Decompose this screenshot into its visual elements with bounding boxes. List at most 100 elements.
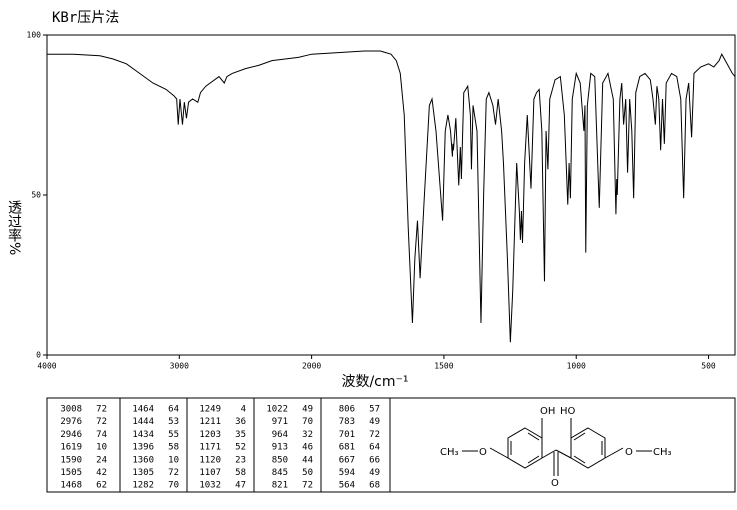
peak-transmittance: 32 xyxy=(302,430,313,440)
bond xyxy=(489,447,509,459)
atom-label: OH xyxy=(540,406,555,417)
spectrum-line xyxy=(47,50,736,343)
peak-transmittance: 50 xyxy=(302,468,313,478)
peak-transmittance: 44 xyxy=(302,455,313,465)
peak-wavenumber: 564 xyxy=(339,481,355,491)
peak-transmittance: 4 xyxy=(241,405,246,415)
peak-wavenumber: 1022 xyxy=(266,405,288,415)
peak-wavenumber: 1107 xyxy=(199,468,221,478)
peak-wavenumber: 964 xyxy=(272,430,288,440)
peak-wavenumber: 1249 xyxy=(199,405,221,415)
peak-wavenumber: 1032 xyxy=(199,481,221,491)
peak-wavenumber: 667 xyxy=(339,455,355,465)
peak-wavenumber: 821 xyxy=(272,481,288,491)
y-tick-label: 50 xyxy=(31,191,41,200)
x-tick-label: 3000 xyxy=(170,362,189,371)
peak-wavenumber: 1464 xyxy=(132,405,154,415)
peak-transmittance: 24 xyxy=(96,455,107,465)
peak-transmittance: 72 xyxy=(369,430,380,440)
y-axis-label: 透过率% xyxy=(6,200,22,255)
peak-wavenumber: 1203 xyxy=(199,430,221,440)
peak-wavenumber: 701 xyxy=(339,430,355,440)
peak-wavenumber: 2946 xyxy=(60,430,82,440)
peak-wavenumber: 1444 xyxy=(132,417,154,427)
atom-label: O xyxy=(479,447,487,458)
table-frame xyxy=(46,397,736,493)
peak-transmittance: 57 xyxy=(369,405,380,415)
peak-transmittance: 66 xyxy=(369,455,380,465)
atom-label: CH₃ xyxy=(653,447,672,458)
peak-transmittance: 42 xyxy=(96,468,107,478)
peak-wavenumber: 1468 xyxy=(60,481,82,491)
x-tick-label: 4000 xyxy=(37,362,56,371)
bond xyxy=(573,455,586,464)
peak-transmittance: 58 xyxy=(168,443,179,453)
peak-transmittance: 46 xyxy=(302,443,313,453)
peak-transmittance: 10 xyxy=(168,455,179,465)
plot-frame xyxy=(46,34,736,356)
peak-transmittance: 47 xyxy=(235,481,246,491)
peak-wavenumber: 913 xyxy=(272,443,288,453)
peak-wavenumber: 1590 xyxy=(60,455,82,465)
peak-wavenumber: 1120 xyxy=(199,455,221,465)
bond xyxy=(527,432,540,441)
peak-transmittance: 74 xyxy=(96,430,107,440)
ring xyxy=(507,427,543,469)
peak-wavenumber: 806 xyxy=(339,405,355,415)
peak-transmittance: 62 xyxy=(96,481,107,491)
peak-transmittance: 58 xyxy=(235,468,246,478)
y-tick-label: 0 xyxy=(36,351,41,360)
peak-wavenumber: 783 xyxy=(339,417,355,427)
peak-transmittance: 55 xyxy=(168,430,179,440)
peak-transmittance: 64 xyxy=(369,443,380,453)
peak-transmittance: 53 xyxy=(168,417,179,427)
peak-wavenumber: 850 xyxy=(272,455,288,465)
atom-label: CH₃ xyxy=(440,447,459,458)
ring xyxy=(570,427,606,469)
peak-transmittance: 72 xyxy=(96,417,107,427)
x-tick-label: 1000 xyxy=(567,362,586,371)
peak-transmittance: 49 xyxy=(369,468,380,478)
x-axis-label: 波数/cm⁻¹ xyxy=(341,374,408,390)
peak-transmittance: 52 xyxy=(235,443,246,453)
atom-label: HO xyxy=(560,406,576,417)
x-tick-label: 500 xyxy=(701,362,716,371)
peak-wavenumber: 681 xyxy=(339,443,355,453)
peak-transmittance: 72 xyxy=(168,468,179,478)
peak-wavenumber: 1619 xyxy=(60,443,82,453)
peak-wavenumber: 1434 xyxy=(132,430,154,440)
atom-label: O xyxy=(551,478,559,489)
peak-wavenumber: 1505 xyxy=(60,468,82,478)
bond xyxy=(541,449,557,459)
peak-wavenumber: 1171 xyxy=(199,443,221,453)
peak-transmittance: 35 xyxy=(235,430,246,440)
x-tick-label: 2000 xyxy=(302,362,321,371)
peak-transmittance: 72 xyxy=(302,481,313,491)
peak-transmittance: 70 xyxy=(302,417,313,427)
peak-wavenumber: 845 xyxy=(272,468,288,478)
structure xyxy=(462,418,652,476)
peak-transmittance: 64 xyxy=(168,405,179,415)
peak-transmittance: 23 xyxy=(235,455,246,465)
peak-transmittance: 49 xyxy=(369,417,380,427)
peak-transmittance: 72 xyxy=(96,405,107,415)
peak-transmittance: 36 xyxy=(235,417,246,427)
peak-wavenumber: 1305 xyxy=(132,468,154,478)
peak-wavenumber: 1282 xyxy=(132,481,154,491)
peak-transmittance: 49 xyxy=(302,405,313,415)
peak-transmittance: 70 xyxy=(168,481,179,491)
peak-wavenumber: 1211 xyxy=(199,417,221,427)
peak-wavenumber: 971 xyxy=(272,417,288,427)
peak-wavenumber: 1396 xyxy=(132,443,154,453)
x-tick-label: 1500 xyxy=(434,362,453,371)
peak-wavenumber: 1360 xyxy=(132,455,154,465)
peak-transmittance: 68 xyxy=(369,481,380,491)
peak-transmittance: 10 xyxy=(96,443,107,453)
peak-wavenumber: 3008 xyxy=(60,405,82,415)
bond xyxy=(527,455,540,464)
bond xyxy=(555,449,572,459)
peak-wavenumber: 2976 xyxy=(60,417,82,427)
atom-label: O xyxy=(625,447,633,458)
peak-wavenumber: 594 xyxy=(339,468,355,478)
